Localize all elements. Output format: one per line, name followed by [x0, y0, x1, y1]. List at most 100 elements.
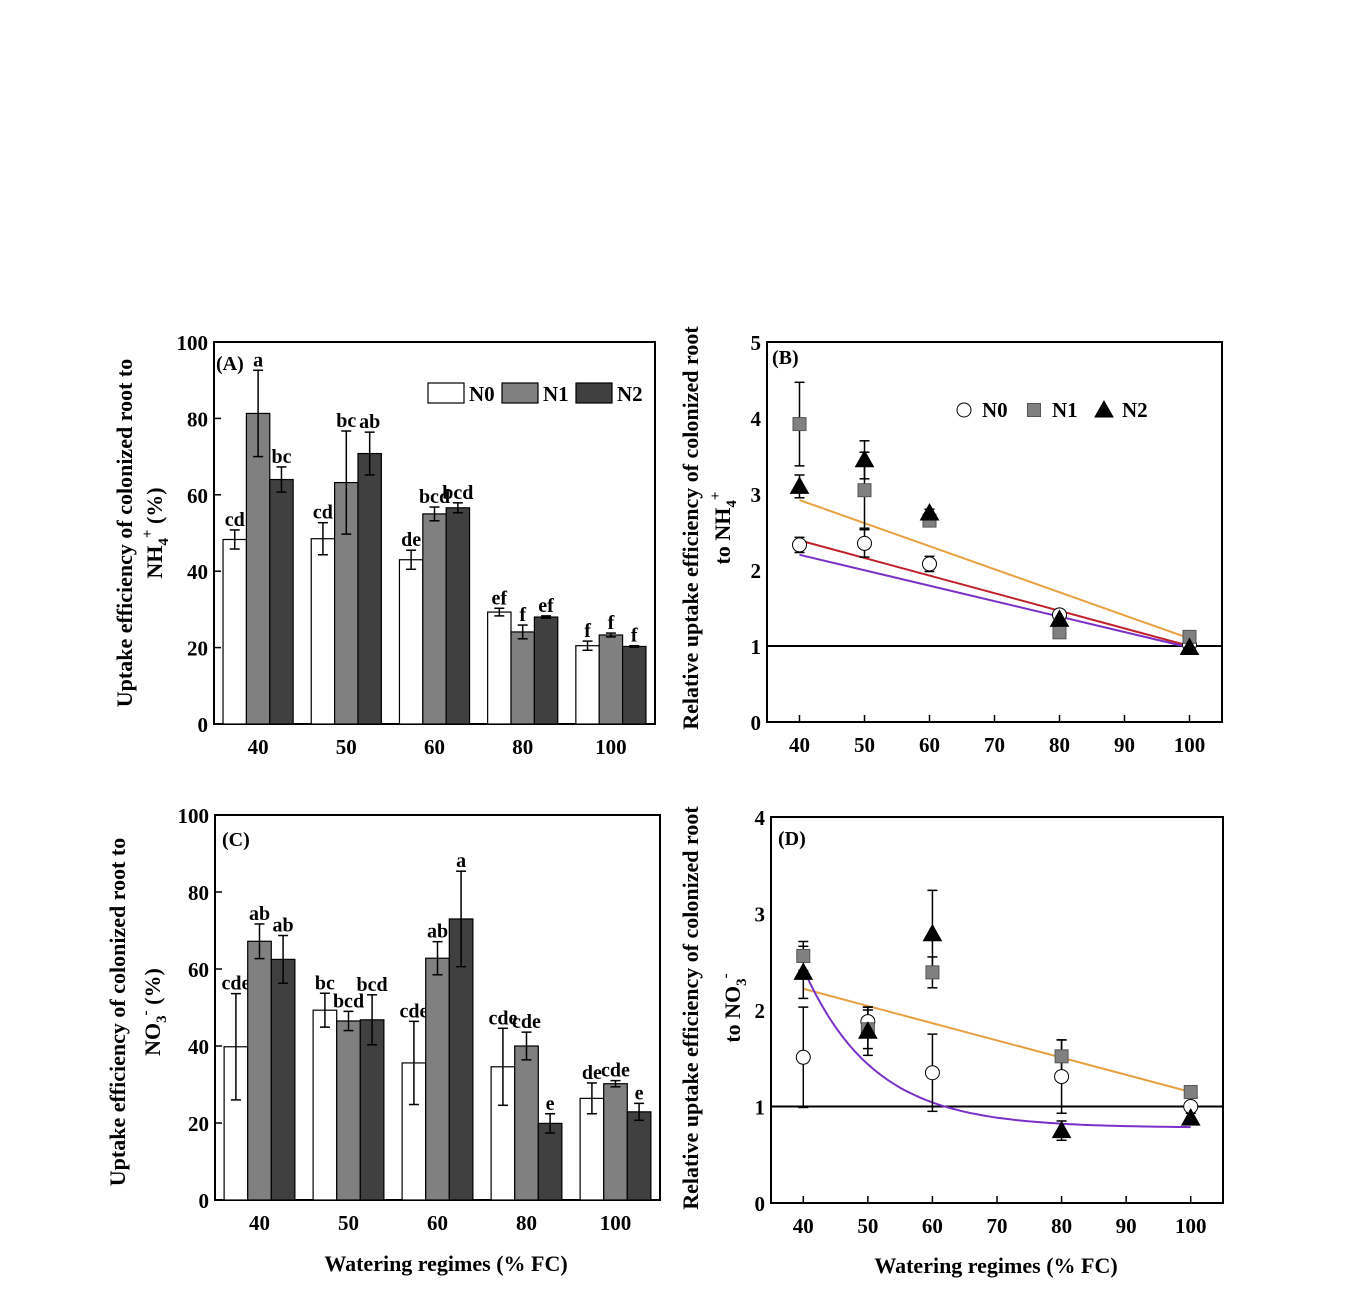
y-tick-label: 5 — [751, 331, 762, 355]
significance-letter: de — [401, 529, 421, 551]
panel-d-plot: 0 1 2 3 4 40 50 60 70 80 90 100 — [755, 806, 1224, 1238]
x-tick-label: 100 — [595, 735, 627, 759]
y-tick-label: 20 — [187, 637, 208, 661]
y-tick-label: 3 — [751, 483, 762, 507]
point-n1-80 — [1054, 1049, 1069, 1064]
bar-n2-80 — [533, 616, 559, 725]
panel-c: Uptake efficiency of colonized root to N… — [105, 804, 661, 1276]
point-n1-40 — [792, 417, 807, 432]
legend-swatch-n1 — [501, 382, 539, 404]
panel-c-xlabel: Watering regimes (% FC) — [324, 1251, 567, 1276]
y-tick-label: 100 — [177, 331, 209, 355]
fit-line-n1 — [803, 987, 1191, 1093]
x-tick-label: 60 — [424, 735, 445, 759]
bar-n2-60 — [445, 507, 471, 725]
panel-b-label: (B) — [772, 347, 799, 369]
x-tick-label: 40 — [248, 735, 269, 759]
y-tick-label: 2 — [755, 999, 766, 1023]
x-tick-label: 100 — [600, 1211, 632, 1235]
panel-c-plot: 02040608010040cdeabab50bcbcdbcd60cdeaba8… — [178, 804, 661, 1235]
bar-n1-80 — [514, 1045, 539, 1201]
significance-letter: ef — [538, 595, 554, 617]
y-tick-label: 4 — [755, 806, 766, 830]
x-tick-label: 100 — [1175, 1214, 1207, 1238]
significance-letter: cde — [488, 1007, 517, 1029]
panel-a-label: (A) — [216, 353, 244, 375]
significance-letter: f — [584, 620, 591, 642]
bar-n0-100 — [575, 645, 600, 725]
legend-swatch-n2 — [575, 382, 613, 404]
point-n0-40 — [792, 537, 807, 553]
y-tick-label: 80 — [188, 881, 209, 905]
bar-n2-80 — [537, 1122, 563, 1201]
bar-n1-100 — [603, 1083, 628, 1201]
point-n1-100 — [1183, 1085, 1198, 1100]
point-n0-50 — [857, 535, 872, 551]
significance-letter: bcd — [333, 990, 364, 1012]
significance-letter: bcd — [419, 486, 450, 508]
bar-n2-50 — [359, 1019, 385, 1201]
legend-label-n1: N1 — [1052, 398, 1078, 422]
y-tick-label: 40 — [188, 1035, 209, 1059]
significance-letter: e — [546, 1093, 555, 1115]
significance-letter: bc — [336, 410, 356, 432]
significance-letter: de — [582, 1062, 602, 1084]
fit-line-n2 — [799, 553, 1190, 649]
x-tick-label: 80 — [1051, 1214, 1072, 1238]
point-n2-40 — [793, 962, 814, 980]
point-n1-40 — [796, 948, 811, 963]
panel-b-ylabel-line1: Relative uptake efficiency of colonized … — [678, 326, 703, 730]
panel-c-ylabel-line1: Uptake efficiency of colonized root to — [105, 838, 130, 1186]
y-tick-label: 1 — [751, 635, 762, 659]
y-tick-label: 0 — [198, 713, 209, 737]
significance-letter: cd — [313, 502, 333, 524]
x-tick-label: 40 — [793, 1214, 814, 1238]
significance-letter: f — [608, 612, 615, 634]
legend-label-n0: N0 — [469, 382, 495, 406]
significance-letter: ab — [359, 411, 380, 433]
significance-letter: ef — [492, 587, 508, 609]
panel-d: Relative uptake efficiency of colonized … — [678, 806, 1224, 1278]
x-tick-label: 60 — [427, 1211, 448, 1235]
bar-n0-50 — [312, 1009, 338, 1201]
x-tick-label: 100 — [1174, 733, 1206, 757]
bar-n0-50 — [310, 538, 336, 725]
panel-a-ylabel-line1: Uptake efficiency of colonized root to — [112, 359, 137, 707]
y-tick-label: 80 — [187, 407, 208, 431]
y-tick-label: 100 — [178, 804, 210, 828]
point-n1-50 — [857, 483, 872, 498]
point-n2-100 — [1179, 637, 1200, 656]
significance-letter: ab — [249, 903, 270, 925]
legend-label-n1: N1 — [543, 382, 569, 406]
significance-letter: cde — [601, 1060, 630, 1082]
significance-letter: ab — [273, 915, 294, 937]
bar-n2-100 — [621, 645, 647, 725]
y-tick-label: 0 — [199, 1189, 210, 1213]
y-tick-label: 40 — [187, 560, 208, 584]
y-tick-label: 0 — [751, 711, 762, 735]
bar-n1-40 — [245, 412, 271, 725]
y-tick-label: 1 — [755, 1096, 766, 1120]
bar-n1-80 — [510, 631, 535, 725]
x-tick-label: 50 — [338, 1211, 359, 1235]
point-n0-80 — [1054, 1069, 1070, 1085]
x-tick-label: 40 — [789, 733, 810, 757]
panel-d-label: (D) — [778, 828, 806, 850]
point-n0-40 — [795, 1049, 811, 1065]
bar-n1-60 — [422, 513, 447, 725]
point-n2-60 — [922, 923, 943, 942]
panel-b: Relative uptake efficiency of colonized … — [678, 326, 1223, 757]
point-n0-60 — [924, 1065, 940, 1081]
y-tick-label: 0 — [755, 1192, 766, 1216]
point-n1-60 — [925, 965, 940, 980]
bar-n0-60 — [398, 559, 424, 725]
bar-n1-60 — [425, 957, 450, 1201]
point-n2-100 — [1180, 1108, 1201, 1126]
point-n2-80 — [1051, 1120, 1072, 1139]
significance-letter: cde — [399, 1000, 428, 1022]
point-n1-80 — [1052, 625, 1067, 640]
x-tick-label: 50 — [857, 1214, 878, 1238]
y-tick-label: 4 — [751, 407, 762, 431]
bar-n1-50 — [336, 1020, 361, 1201]
